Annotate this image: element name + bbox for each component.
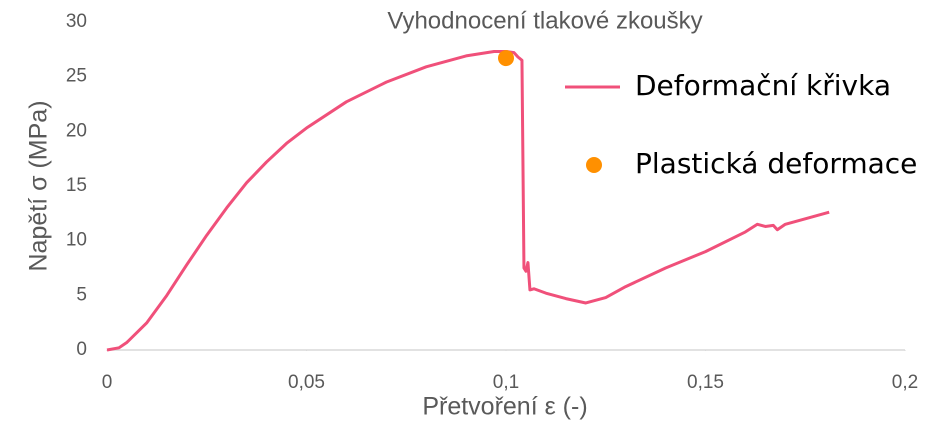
y-axis-label: Napětí σ (MPa)	[25, 100, 53, 271]
x-tick-label: 0,15	[687, 372, 724, 393]
y-tick-label: 10	[66, 230, 87, 251]
legend-swatch	[586, 157, 602, 173]
x-tick-label: 0,05	[288, 372, 325, 393]
y-tick-label: 0	[76, 339, 87, 360]
y-tick-label: 5	[76, 284, 87, 305]
data-line	[106, 50, 830, 352]
legend-label: Plastická deformace	[635, 147, 917, 180]
x-tick-label: 0,2	[892, 372, 918, 393]
y-tick-label: 15	[66, 175, 87, 196]
data-point	[498, 50, 514, 67]
chart-title: Vyhodnocení tlakové zkoušky	[387, 7, 702, 34]
x-tick-label: 0,1	[493, 372, 519, 393]
y-tick-label: 30	[66, 11, 87, 32]
legend-label: Deformační křivka	[635, 69, 891, 102]
y-tick-label: 20	[66, 120, 87, 141]
x-axis-label: Přetvoření ε (-)	[422, 393, 587, 421]
y-tick-label: 25	[66, 66, 87, 87]
x-tick-label: 0	[102, 372, 113, 393]
